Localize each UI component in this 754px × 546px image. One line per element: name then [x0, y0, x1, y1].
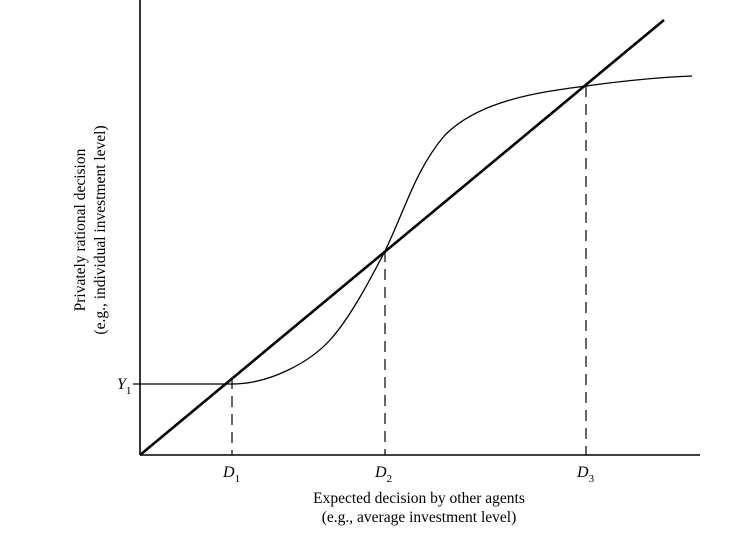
- d2-label: D2: [374, 464, 392, 485]
- s-shaped-curve: [140, 75, 693, 385]
- y1-label-base: Y: [117, 376, 128, 393]
- d3-label-sub: 3: [589, 473, 595, 485]
- y-axis-title-line2: (e.g., individual investment level): [92, 125, 109, 334]
- d1-label-sub: 1: [235, 473, 241, 485]
- x-axis-title-line2: (e.g., average investment level): [322, 509, 517, 526]
- d2-label-sub: 2: [387, 473, 393, 485]
- d1-label-base: D: [222, 464, 235, 481]
- d1-label: D1: [222, 464, 240, 485]
- x-axis-title-line1: Expected decision by other agents: [313, 490, 525, 507]
- d3-label-base: D: [576, 464, 589, 481]
- d3-label: D3: [576, 464, 595, 485]
- d2-label-base: D: [374, 464, 387, 481]
- y1-label: Y1: [117, 376, 131, 397]
- y1-label-sub: 1: [126, 385, 132, 397]
- forty-five-degree-line: [139, 18, 665, 457]
- y-axis-title-line1: Privately rational decision: [72, 148, 89, 311]
